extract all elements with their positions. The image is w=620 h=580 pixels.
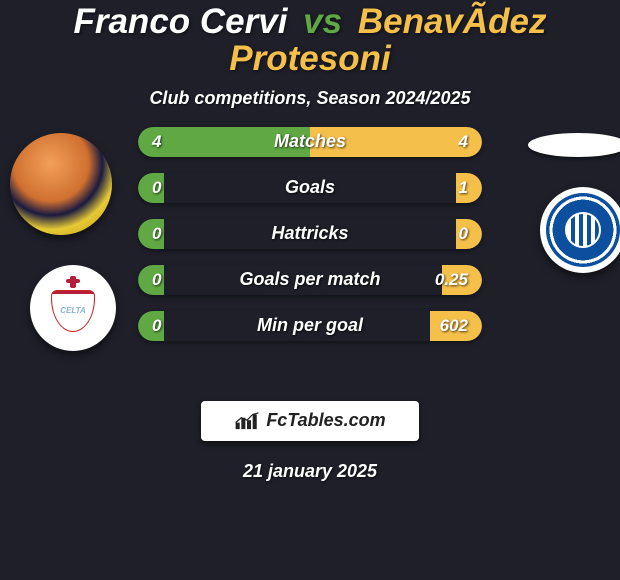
stat-label: Hattricks [138,219,482,249]
stat-label: Min per goal [138,311,482,341]
date-text: 21 january 2025 [0,461,620,482]
stat-row: 0602Min per goal [138,311,482,341]
stat-row: 00.25Goals per match [138,265,482,295]
celta-crest-icon: CELTA [46,276,100,340]
chart-icon [234,411,260,431]
player1-club-badge: CELTA [30,265,116,351]
stats-column: 44Matches 01Goals 00Hattricks 00.25Goals pe… [138,127,482,357]
footer-site-text: FcTables.com [266,410,385,431]
stat-row: 00Hattricks [138,219,482,249]
player2-club-badge [540,187,620,273]
footer-badge[interactable]: FcTables.com [201,401,419,441]
stat-label: Goals per match [138,265,482,295]
stat-label: Goals [138,173,482,203]
right-avatars [494,137,614,377]
player1-avatar [10,133,112,235]
subtitle: Club competitions, Season 2024/2025 [0,88,620,109]
vs-text: vs [303,2,342,41]
player2-avatar [528,133,620,157]
stat-row: 01Goals [138,173,482,203]
page-title: Franco Cervi vs BenavÃ­dez Protesoni [0,4,620,78]
main-area: CELTA 44Matches01Goals00Hattricks00.25Go… [0,137,620,377]
stat-label: Matches [138,127,482,157]
alaves-crest-icon [546,193,620,267]
player1-name: Franco Cervi [73,2,287,41]
left-avatars: CELTA [6,137,126,377]
comparison-card: Franco Cervi vs BenavÃ­dez Protesoni Clu… [0,0,620,482]
stat-row: 44Matches [138,127,482,157]
